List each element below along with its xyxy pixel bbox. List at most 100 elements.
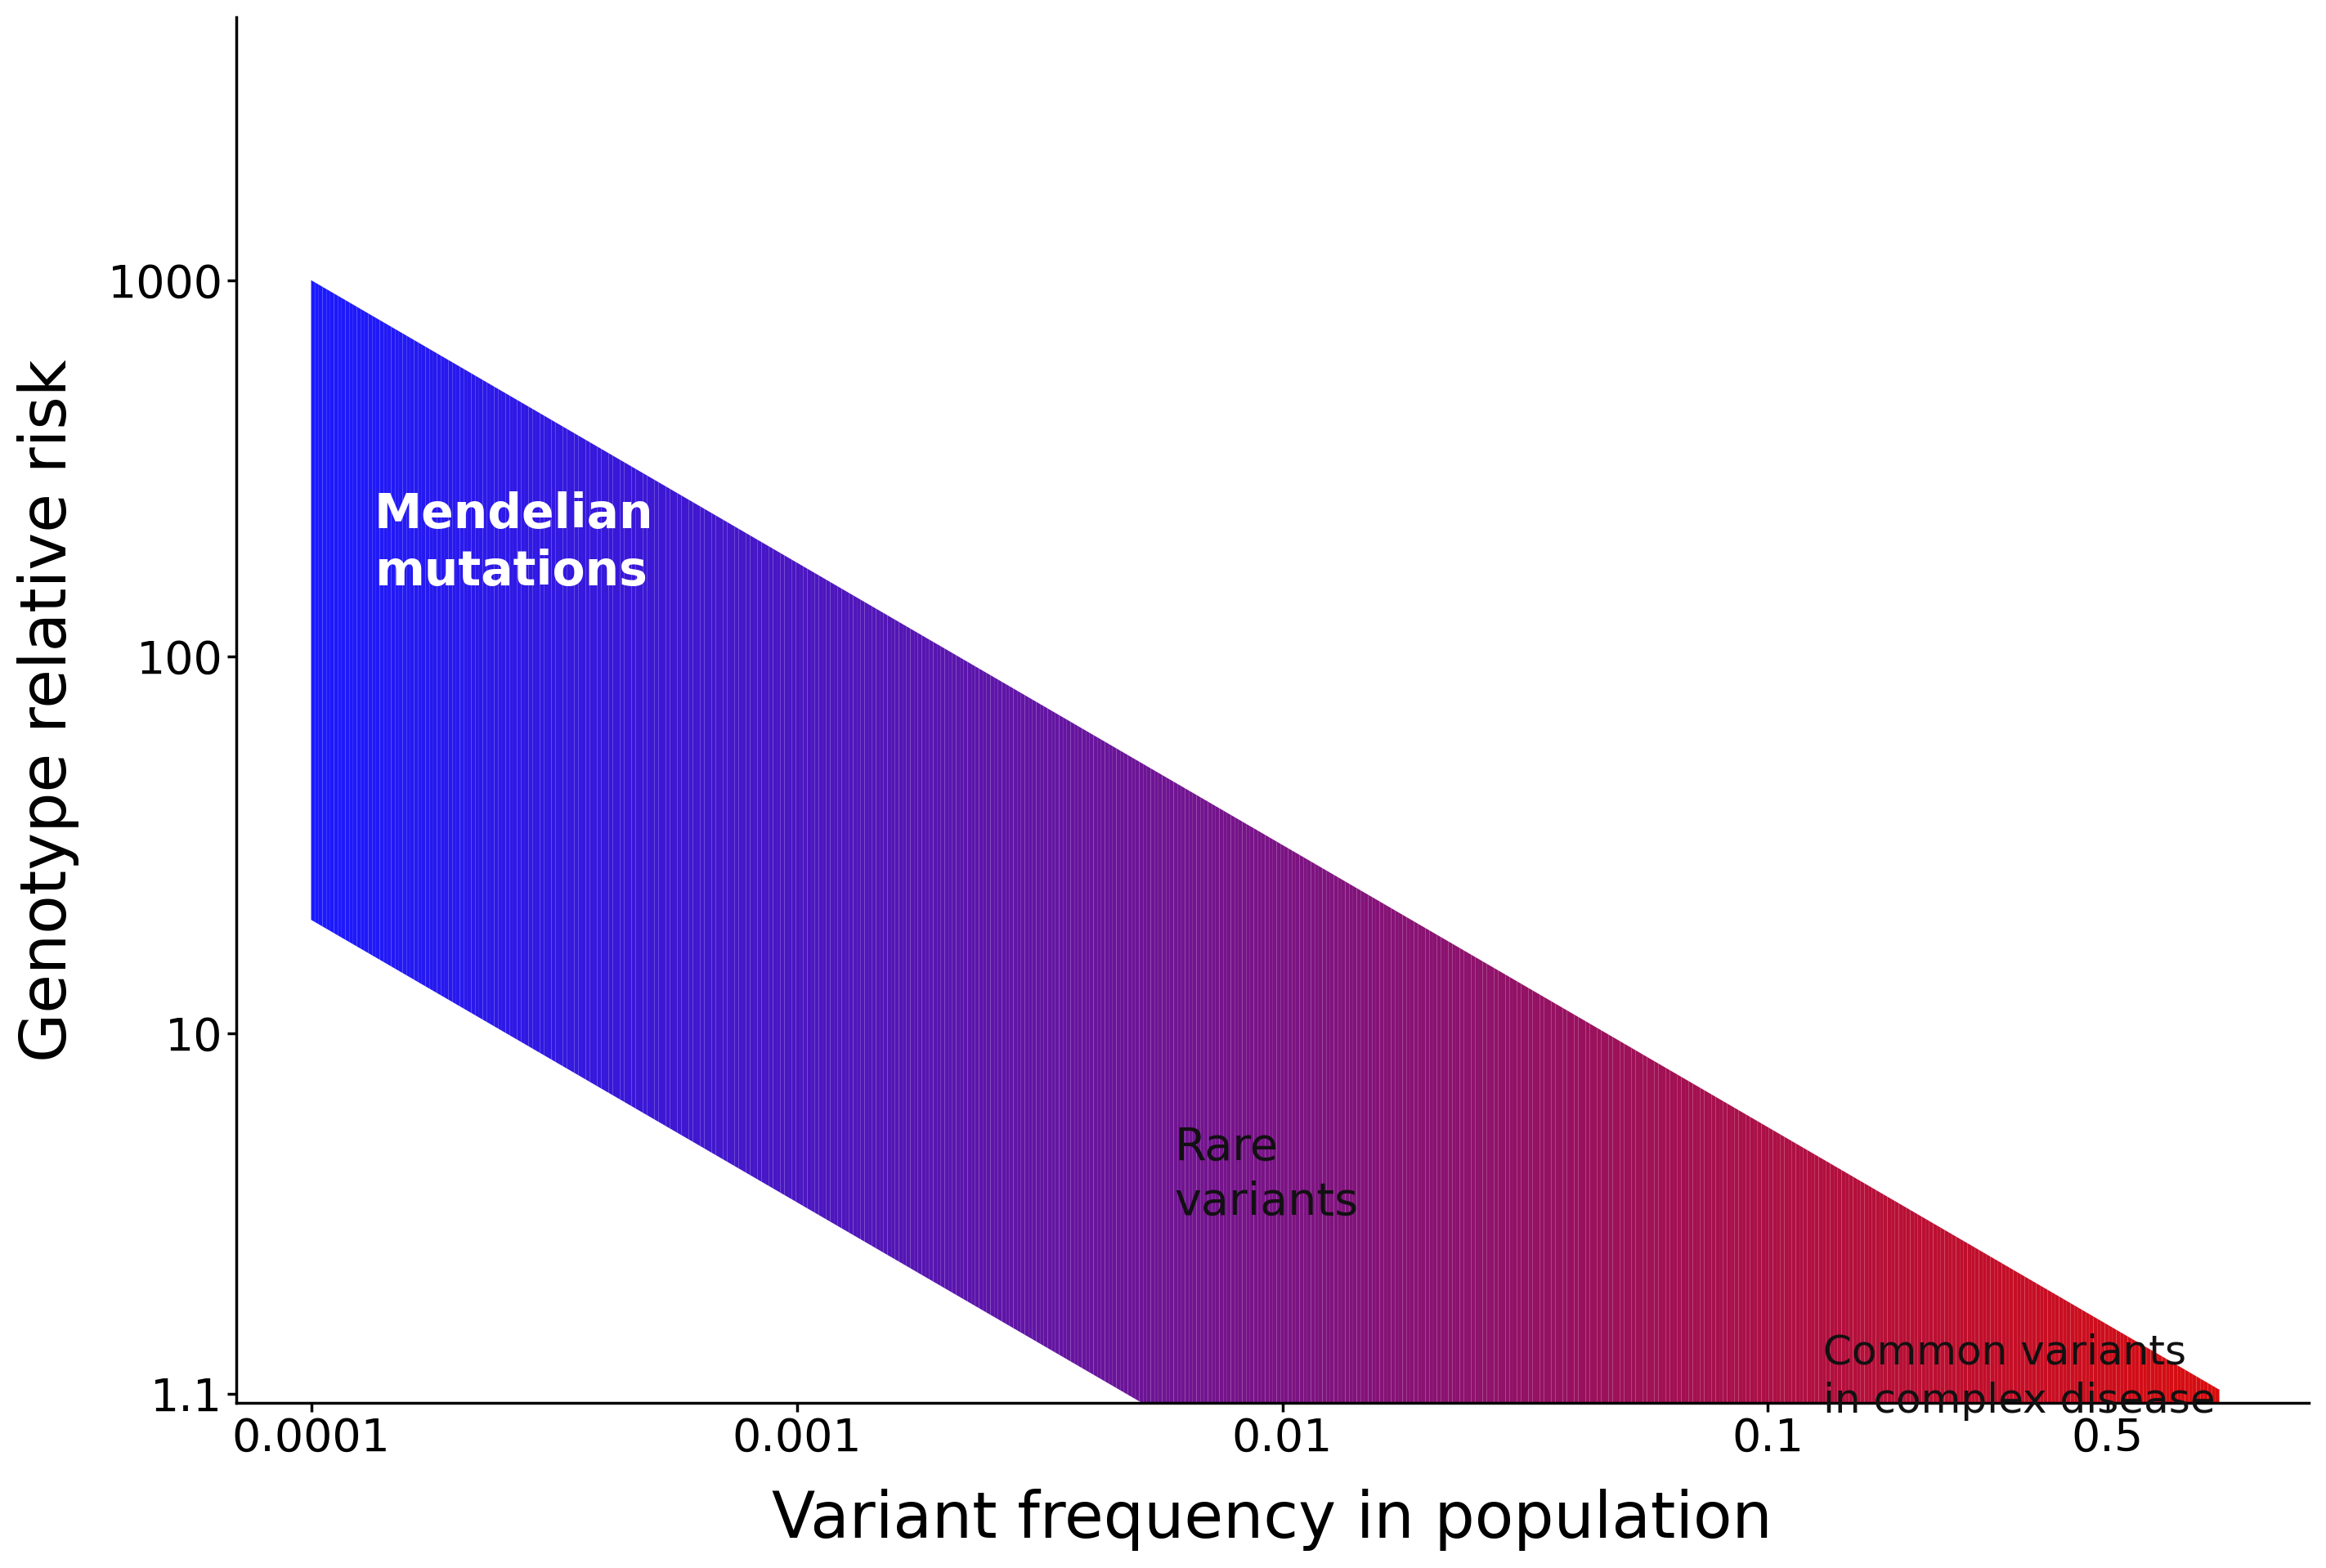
Polygon shape <box>1421 927 1426 1403</box>
Polygon shape <box>1747 1115 1749 1403</box>
Polygon shape <box>1158 773 1163 1403</box>
Polygon shape <box>1314 864 1319 1403</box>
Polygon shape <box>1070 721 1075 1364</box>
Polygon shape <box>2028 1279 2033 1403</box>
Polygon shape <box>1330 873 1333 1403</box>
Polygon shape <box>1600 1030 1605 1403</box>
Polygon shape <box>1407 917 1410 1403</box>
Polygon shape <box>926 638 930 1279</box>
Polygon shape <box>1426 928 1430 1403</box>
Polygon shape <box>605 452 609 1093</box>
Polygon shape <box>2110 1325 2112 1403</box>
Polygon shape <box>1598 1029 1600 1403</box>
Polygon shape <box>1063 717 1068 1359</box>
Polygon shape <box>514 398 516 1040</box>
Polygon shape <box>740 528 742 1171</box>
Polygon shape <box>1872 1187 1875 1403</box>
Polygon shape <box>1461 949 1463 1403</box>
Polygon shape <box>365 312 368 953</box>
Polygon shape <box>1635 1051 1640 1403</box>
Polygon shape <box>1807 1149 1812 1403</box>
Polygon shape <box>2128 1336 2131 1403</box>
Polygon shape <box>968 662 972 1303</box>
Polygon shape <box>1384 903 1386 1403</box>
Polygon shape <box>1272 839 1277 1403</box>
Polygon shape <box>1368 895 1372 1403</box>
Polygon shape <box>1975 1248 1979 1403</box>
Polygon shape <box>1123 753 1128 1394</box>
Polygon shape <box>865 602 868 1243</box>
Polygon shape <box>2117 1330 2119 1403</box>
Polygon shape <box>1605 1032 1610 1403</box>
Polygon shape <box>475 376 479 1018</box>
Polygon shape <box>1200 797 1205 1403</box>
Polygon shape <box>1440 938 1444 1403</box>
Polygon shape <box>1105 742 1110 1383</box>
Polygon shape <box>1028 698 1033 1339</box>
Polygon shape <box>1570 1013 1575 1403</box>
Polygon shape <box>472 373 475 1014</box>
Polygon shape <box>1040 704 1044 1345</box>
Polygon shape <box>2021 1275 2024 1403</box>
Polygon shape <box>635 469 640 1110</box>
Polygon shape <box>2082 1309 2086 1403</box>
X-axis label: Variant frequency in population: Variant frequency in population <box>772 1490 1772 1551</box>
Polygon shape <box>484 379 486 1022</box>
Polygon shape <box>1303 858 1307 1403</box>
Polygon shape <box>830 582 835 1225</box>
Polygon shape <box>544 416 547 1057</box>
Polygon shape <box>1444 939 1449 1403</box>
Polygon shape <box>807 569 812 1210</box>
Polygon shape <box>1589 1024 1593 1403</box>
Polygon shape <box>2105 1323 2110 1403</box>
Polygon shape <box>1189 790 1193 1403</box>
Polygon shape <box>665 486 670 1129</box>
Polygon shape <box>1193 793 1196 1403</box>
Polygon shape <box>1796 1143 1800 1403</box>
Polygon shape <box>1631 1047 1635 1403</box>
Polygon shape <box>854 596 856 1237</box>
Polygon shape <box>1684 1079 1689 1403</box>
Polygon shape <box>770 547 772 1189</box>
Polygon shape <box>1547 999 1551 1403</box>
Polygon shape <box>1789 1138 1791 1403</box>
Polygon shape <box>2207 1383 2212 1403</box>
Polygon shape <box>1349 884 1354 1403</box>
Polygon shape <box>944 649 949 1290</box>
Polygon shape <box>707 511 712 1152</box>
Polygon shape <box>984 671 986 1312</box>
Polygon shape <box>837 586 842 1228</box>
Polygon shape <box>1151 768 1154 1403</box>
Polygon shape <box>591 442 593 1083</box>
Polygon shape <box>419 342 421 985</box>
Polygon shape <box>712 513 716 1156</box>
Polygon shape <box>1670 1069 1675 1403</box>
Polygon shape <box>479 378 484 1019</box>
Polygon shape <box>986 673 991 1316</box>
Polygon shape <box>1277 842 1282 1403</box>
Polygon shape <box>1575 1014 1577 1403</box>
Polygon shape <box>372 315 377 958</box>
Polygon shape <box>1700 1088 1705 1403</box>
Polygon shape <box>388 325 391 966</box>
Polygon shape <box>1033 699 1037 1342</box>
Polygon shape <box>1270 837 1272 1403</box>
Polygon shape <box>1842 1170 1845 1403</box>
Polygon shape <box>730 524 735 1167</box>
Polygon shape <box>1121 751 1123 1392</box>
Polygon shape <box>1647 1057 1651 1403</box>
Polygon shape <box>1165 778 1170 1403</box>
Polygon shape <box>1147 767 1151 1403</box>
Polygon shape <box>1021 693 1026 1334</box>
Polygon shape <box>1544 997 1547 1403</box>
Polygon shape <box>1437 935 1440 1403</box>
Polygon shape <box>2119 1331 2124 1403</box>
Polygon shape <box>884 613 889 1254</box>
Polygon shape <box>682 495 686 1137</box>
Polygon shape <box>1665 1068 1670 1403</box>
Polygon shape <box>414 340 419 982</box>
Polygon shape <box>1182 786 1184 1403</box>
Polygon shape <box>1323 869 1326 1403</box>
Polygon shape <box>909 629 914 1270</box>
Polygon shape <box>426 347 430 988</box>
